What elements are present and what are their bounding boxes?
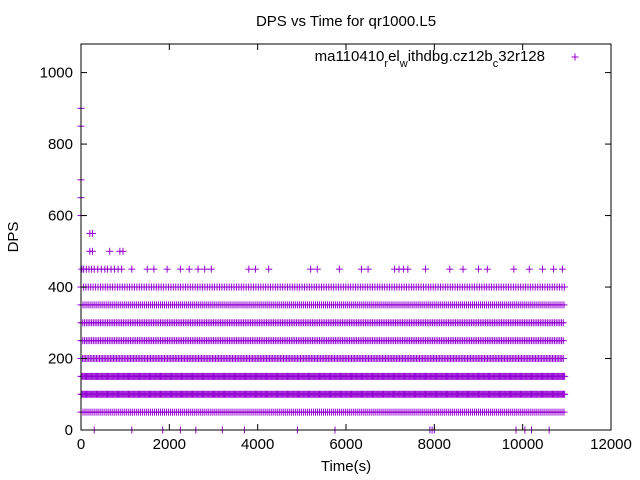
data-point xyxy=(176,265,184,273)
data-point xyxy=(404,265,412,273)
data-point xyxy=(422,265,429,273)
y-tick-label: 800 xyxy=(48,136,73,153)
data-points xyxy=(77,104,569,434)
data-point xyxy=(459,265,467,273)
data-point xyxy=(510,265,518,273)
data-point xyxy=(539,265,547,273)
data-point xyxy=(560,408,568,416)
y-tick-label: 1000 xyxy=(40,65,73,82)
plot-border xyxy=(80,43,612,431)
x-tick-label: 12000 xyxy=(590,436,632,453)
data-point xyxy=(525,265,533,273)
data-point xyxy=(251,265,259,273)
x-tick-label: 0 xyxy=(77,436,85,453)
legend: ma110410relwithdbg.cz12bc32r128 xyxy=(315,48,579,70)
y-tick-label: 200 xyxy=(48,351,73,368)
data-point xyxy=(150,265,158,273)
x-tick-label: 10000 xyxy=(502,436,544,453)
x-axis: 0 2000 4000 6000 8000 10000 12000 xyxy=(77,44,632,453)
data-point xyxy=(560,283,568,291)
data-point xyxy=(335,265,343,273)
data-point xyxy=(446,265,454,273)
data-point xyxy=(561,390,569,398)
data-point xyxy=(185,265,193,273)
x-tick-label: 6000 xyxy=(329,436,362,453)
data-point xyxy=(207,265,215,273)
legend-label: ma110410relwithdbg.cz12bc32r128 xyxy=(315,48,545,70)
x-tick-label: 8000 xyxy=(418,436,451,453)
data-point xyxy=(364,265,372,273)
data-point xyxy=(201,265,209,273)
data-point xyxy=(118,265,126,273)
y-tick-label: 400 xyxy=(48,279,73,296)
data-point xyxy=(106,247,114,255)
data-point xyxy=(307,265,315,273)
legend-marker-icon xyxy=(571,53,579,61)
data-point xyxy=(559,319,567,327)
x-axis-title: Time(s) xyxy=(321,458,371,475)
data-point xyxy=(558,265,566,273)
y-tick-label: 600 xyxy=(48,208,73,225)
y-axis-title: DPS xyxy=(5,222,22,253)
data-point xyxy=(357,265,365,273)
data-point xyxy=(245,265,253,273)
data-point xyxy=(194,265,202,273)
data-point xyxy=(483,265,491,273)
data-point xyxy=(163,265,171,273)
data-point xyxy=(119,247,127,255)
data-point xyxy=(265,265,273,273)
data-point xyxy=(143,265,151,273)
data-point xyxy=(559,355,567,363)
data-point xyxy=(128,265,136,273)
x-tick-label: 4000 xyxy=(241,436,274,453)
x-tick-label: 2000 xyxy=(153,436,186,453)
data-point xyxy=(560,301,568,309)
legend-plus-icon xyxy=(571,53,579,61)
y-tick-label: 0 xyxy=(65,422,73,439)
y-axis: 0 200 400 600 800 1000 xyxy=(40,65,611,439)
chart-title: DPS vs Time for qr1000.L5 xyxy=(256,13,436,30)
data-point xyxy=(550,265,558,273)
data-point xyxy=(88,247,96,255)
data-point xyxy=(475,265,482,273)
data-point xyxy=(313,265,321,273)
data-point xyxy=(559,337,567,345)
data-point xyxy=(561,372,569,380)
data-point xyxy=(88,229,96,237)
